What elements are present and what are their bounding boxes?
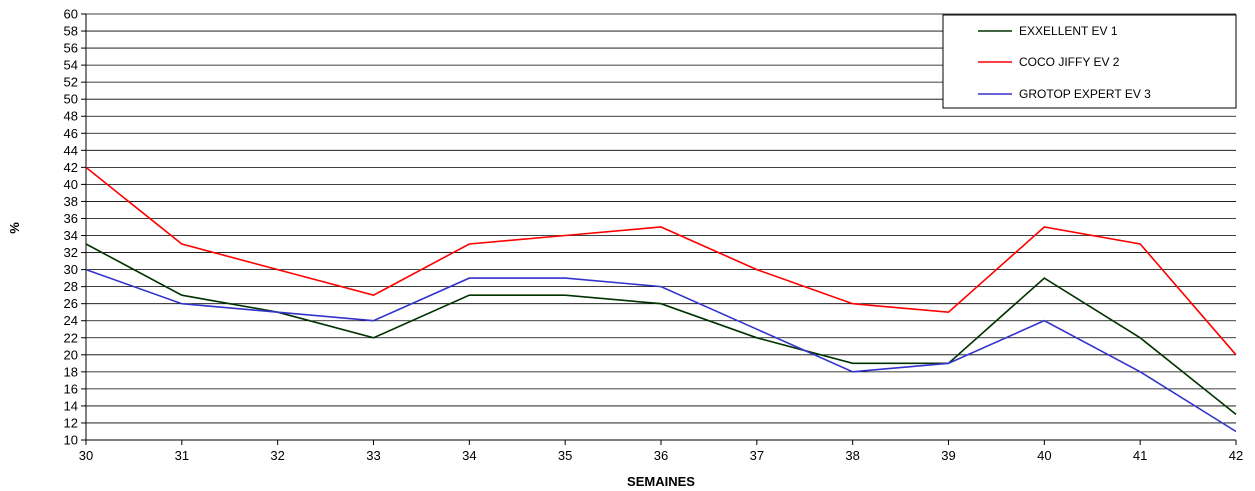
y-tick-label: 16 <box>64 381 78 396</box>
x-tick-label: 32 <box>270 448 284 463</box>
y-tick-label: 26 <box>64 296 78 311</box>
y-tick-label: 20 <box>64 347 78 362</box>
x-tick-labels: 30 31 32 33 34 35 36 37 38 39 40 41 42 <box>79 448 1243 463</box>
x-tick-label: 31 <box>175 448 189 463</box>
y-tick-label: 52 <box>64 75 78 90</box>
y-axis-title: % <box>7 222 22 234</box>
legend-label-2: COCO JIFFY EV 2 <box>1019 55 1120 69</box>
x-axis-title: SEMAINES <box>627 474 695 489</box>
axes <box>81 13 1237 445</box>
y-tick-label: 58 <box>64 24 78 39</box>
y-tick-label: 50 <box>64 92 78 107</box>
y-tick-label: 10 <box>64 433 78 448</box>
legend: EXXELLENT EV 1 COCO JIFFY EV 2 GROTOP EXPE… <box>942 14 1237 109</box>
x-tick-label: 35 <box>558 448 572 463</box>
y-tick-label: 22 <box>64 330 78 345</box>
y-tick-label: 48 <box>64 109 78 124</box>
y-tick-label: 24 <box>64 313 78 328</box>
x-tick-label: 30 <box>79 448 93 463</box>
y-tick-label: 14 <box>64 398 78 413</box>
y-tick-label: 46 <box>64 126 78 141</box>
y-tick-label: 30 <box>64 262 78 277</box>
x-tick-label: 40 <box>1037 448 1051 463</box>
y-tick-label: 18 <box>64 364 78 379</box>
y-tick-label: 56 <box>64 41 78 56</box>
x-tick-label: 34 <box>462 448 476 463</box>
x-tick-label: 41 <box>1133 448 1147 463</box>
y-tick-label: 42 <box>64 160 78 175</box>
y-tick-label: 34 <box>64 228 78 243</box>
y-tick-label: 12 <box>64 415 78 430</box>
y-tick-label: 40 <box>64 177 78 192</box>
x-tick-label: 38 <box>845 448 859 463</box>
series-lines <box>85 166 1237 433</box>
legend-label-3: GROTOP EXPERT EV 3 <box>1019 87 1151 101</box>
x-tick-label: 42 <box>1229 448 1243 463</box>
x-tick-label: 33 <box>366 448 380 463</box>
legend-label-1: EXXELLENT EV 1 <box>1019 24 1118 38</box>
series-line-3 <box>85 268 1237 433</box>
y-tick-label: 38 <box>64 194 78 209</box>
y-tick-label: 54 <box>64 58 78 73</box>
series-line-2 <box>85 166 1237 356</box>
y-tick-label: 32 <box>64 245 78 260</box>
y-tick-label: 36 <box>64 211 78 226</box>
x-tick-label: 39 <box>941 448 955 463</box>
x-tick-label: 37 <box>750 448 764 463</box>
y-tick-label: 60 <box>64 7 78 22</box>
y-tick-label: 44 <box>64 143 78 158</box>
y-tick-label: 28 <box>64 279 78 294</box>
y-tick-labels: 10 12 14 16 18 20 22 24 26 28 30 32 34 36 38 40 42 44 46 48… <box>64 7 78 448</box>
x-tick-label: 36 <box>654 448 668 463</box>
